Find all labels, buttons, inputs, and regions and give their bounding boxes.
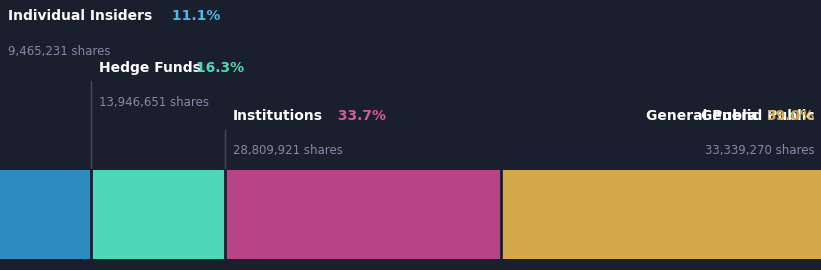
Text: General Public: General Public bbox=[701, 109, 814, 123]
Text: 9,465,231 shares: 9,465,231 shares bbox=[8, 45, 111, 58]
Text: 13,946,651 shares: 13,946,651 shares bbox=[99, 96, 209, 109]
Text: Individual Insiders: Individual Insiders bbox=[8, 9, 153, 23]
Text: 11.1%: 11.1% bbox=[167, 9, 220, 23]
Bar bbox=[0, 170, 91, 259]
Bar bbox=[501, 170, 821, 259]
Bar bbox=[91, 170, 225, 259]
Text: 39.0%: 39.0% bbox=[766, 109, 814, 123]
Text: 16.3%: 16.3% bbox=[191, 61, 244, 75]
Text: General Public: General Public bbox=[646, 109, 764, 123]
Bar bbox=[225, 170, 501, 259]
Text: 33,339,270 shares: 33,339,270 shares bbox=[704, 144, 814, 157]
Text: Institutions: Institutions bbox=[233, 109, 323, 123]
Text: Hedge Funds: Hedge Funds bbox=[99, 61, 201, 75]
Text: 28,809,921 shares: 28,809,921 shares bbox=[233, 144, 343, 157]
Text: 33.7%: 33.7% bbox=[333, 109, 386, 123]
